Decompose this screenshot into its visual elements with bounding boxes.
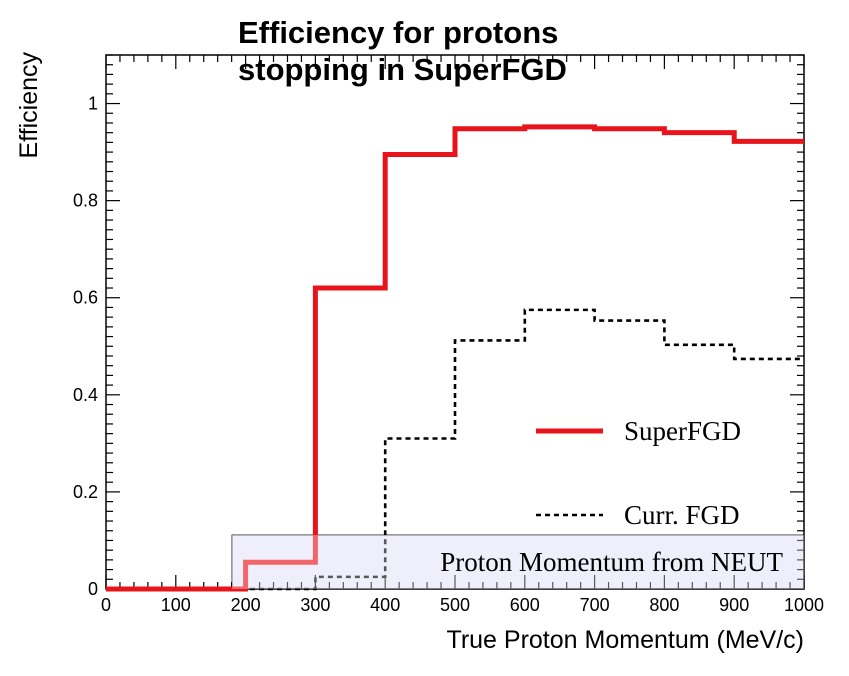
y-tick-label: 0.6 (73, 288, 98, 308)
y-tick-label: 1 (88, 94, 98, 114)
x-tick-label: 400 (370, 595, 400, 615)
annotation-box (231, 534, 805, 590)
x-tick-label: 500 (440, 595, 470, 615)
legend-superfgd-label: SuperFGD (624, 416, 741, 446)
x-tick-label: 800 (649, 595, 679, 615)
x-axis-label: True Proton Momentum (MeV/c) (446, 626, 804, 654)
annotation-overlay (232, 535, 804, 589)
x-tick-label: 1000 (784, 595, 824, 615)
x-tick-label: 100 (161, 595, 191, 615)
series-curr-fgd-line (106, 308, 804, 591)
y-tick-label: 0 (88, 579, 98, 599)
x-tick-label: 300 (300, 595, 330, 615)
x-tick-label: 900 (719, 595, 749, 615)
y-tick-label: 0.8 (73, 191, 98, 211)
x-tick-label: 0 (101, 595, 111, 615)
chart-title-line-1: Efficiency for protons (238, 15, 558, 50)
y-tick-label: 0.2 (73, 482, 98, 502)
annotation-text: Proton Momentum from NEUT (440, 547, 783, 577)
x-tick-label: 200 (231, 595, 261, 615)
y-axis-label: Efficiency (15, 52, 43, 159)
x-tick-label: 600 (510, 595, 540, 615)
y-tick-label: 0.4 (73, 385, 98, 405)
series-superfgd-line (106, 124, 804, 592)
chart-title-line-2: stopping in SuperFGD (238, 52, 567, 87)
legend-curr-fgd-label: Curr. FGD (624, 500, 740, 530)
x-tick-label: 700 (580, 595, 610, 615)
